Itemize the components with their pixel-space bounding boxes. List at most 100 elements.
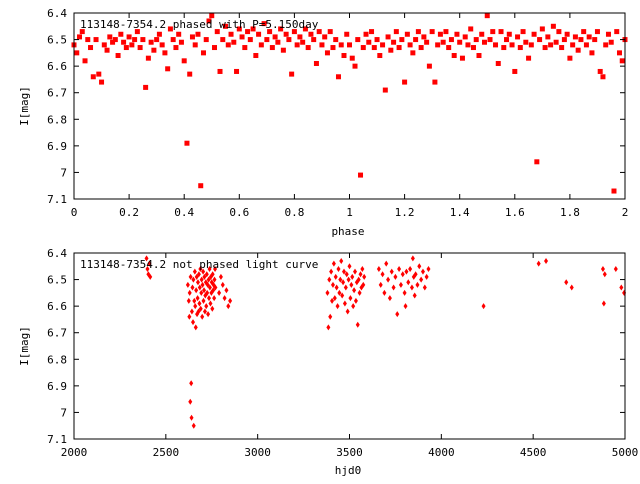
phased-data-point: [198, 183, 204, 189]
phased-data-point: [600, 74, 606, 80]
unphased-data-point: [195, 295, 200, 302]
phased-data-point: [178, 39, 184, 45]
unphased-data-point: [426, 265, 431, 272]
phased-data-point: [184, 140, 190, 146]
unphased-data-point: [412, 292, 417, 299]
phased-data-point: [421, 34, 427, 40]
phased-data-point: [424, 39, 430, 45]
phased-data-point: [564, 31, 570, 37]
phased-data-point: [256, 31, 262, 37]
unphased-data-point: [481, 303, 486, 310]
phased-data-point: [275, 39, 281, 45]
unphased-data-point: [376, 265, 381, 272]
phased-data-point: [107, 34, 113, 40]
unphased-data-point: [199, 289, 204, 296]
unphased-data-point: [200, 281, 205, 288]
unphased-data-point: [341, 279, 346, 286]
unphased-data-point: [198, 265, 203, 272]
unphased-data-point: [357, 289, 362, 296]
phased-data-point: [457, 39, 463, 45]
unphased-data-point: [202, 273, 207, 280]
unphased-data-point: [329, 268, 334, 275]
phased-data-point: [468, 26, 474, 32]
unphased-data-point: [340, 292, 345, 299]
phased-data-point: [608, 39, 614, 45]
phased-data-point: [200, 50, 206, 56]
unphased-data-point: [400, 271, 405, 278]
unphased-data-point: [345, 308, 350, 315]
unphased-data-point: [206, 311, 211, 318]
phased-data-point: [123, 45, 129, 51]
unphased-data-point: [415, 281, 420, 288]
phased-data-point: [134, 29, 140, 35]
phased-data-point: [223, 23, 229, 29]
phased-data-point: [454, 31, 460, 37]
phased-data-point: [432, 79, 438, 85]
phased-data-point: [195, 31, 201, 37]
phased-data-point: [316, 29, 322, 35]
phased-y-tick-label: 7: [60, 166, 67, 179]
unphased-y-axis-label: I[mag]: [18, 326, 31, 366]
unphased-data-point: [361, 281, 366, 288]
phased-data-point: [537, 37, 543, 43]
unphased-data-point: [343, 284, 348, 291]
unphased-data-point: [188, 273, 193, 280]
unphased-data-point: [613, 265, 618, 272]
unphased-data-point: [339, 257, 344, 264]
phased-data-point: [203, 37, 209, 43]
unphased-data-point: [410, 255, 415, 262]
unphased-data-point: [206, 295, 211, 302]
phased-data-point: [509, 42, 515, 48]
phased-data-point: [567, 55, 573, 61]
phased-data-point: [181, 58, 187, 64]
unphased-data-point: [619, 284, 624, 291]
unphased-data-point: [348, 295, 353, 302]
phased-data-point: [597, 68, 603, 74]
phased-data-point: [338, 42, 344, 48]
phased-data-point: [297, 34, 303, 40]
phased-data-point: [82, 58, 88, 64]
phased-data-point: [206, 18, 212, 24]
unphased-data-point: [224, 287, 229, 294]
unphased-data-point: [420, 268, 425, 275]
phased-data-point: [294, 42, 300, 48]
unphased-data-point: [189, 414, 194, 421]
unphased-data-point: [422, 284, 427, 291]
phased-data-point: [192, 42, 198, 48]
phased-data-point: [358, 172, 364, 178]
unphased-x-tick-label: 3000: [244, 446, 271, 459]
phased-data-point: [341, 53, 347, 59]
unphased-data-point: [197, 284, 202, 291]
phased-data-point: [575, 47, 581, 53]
phased-data-point: [272, 34, 278, 40]
phased-data-point: [311, 37, 317, 43]
phased-data-point: [479, 31, 485, 37]
phased-data-point: [291, 29, 297, 35]
phased-data-point: [132, 37, 138, 43]
unphased-data-point: [403, 303, 408, 310]
unphased-data-point: [331, 260, 336, 267]
unphased-y-tick-label: 7.1: [47, 433, 67, 446]
phased-data-point: [333, 37, 339, 43]
unphased-data-point: [188, 398, 193, 405]
phased-data-point: [605, 31, 611, 37]
phased-data-point: [330, 45, 336, 51]
unphased-data-point: [202, 287, 207, 294]
unphased-data-point: [327, 276, 332, 283]
phased-data-point: [396, 45, 402, 51]
phased-data-point: [225, 42, 231, 48]
unphased-data-point: [404, 268, 409, 275]
phased-data-point: [374, 37, 380, 43]
phased-data-point: [322, 34, 328, 40]
unphased-data-point: [397, 265, 402, 272]
unphased-data-point: [189, 308, 194, 315]
phased-y-tick-label: 7.1: [47, 193, 67, 206]
phased-data-point: [451, 53, 457, 59]
unphased-data-point: [147, 260, 152, 267]
phased-data-point: [308, 31, 314, 37]
unphased-data-point: [189, 380, 194, 387]
phased-data-point: [388, 47, 394, 53]
phased-data-point: [217, 68, 223, 74]
phased-data-point: [603, 42, 609, 48]
